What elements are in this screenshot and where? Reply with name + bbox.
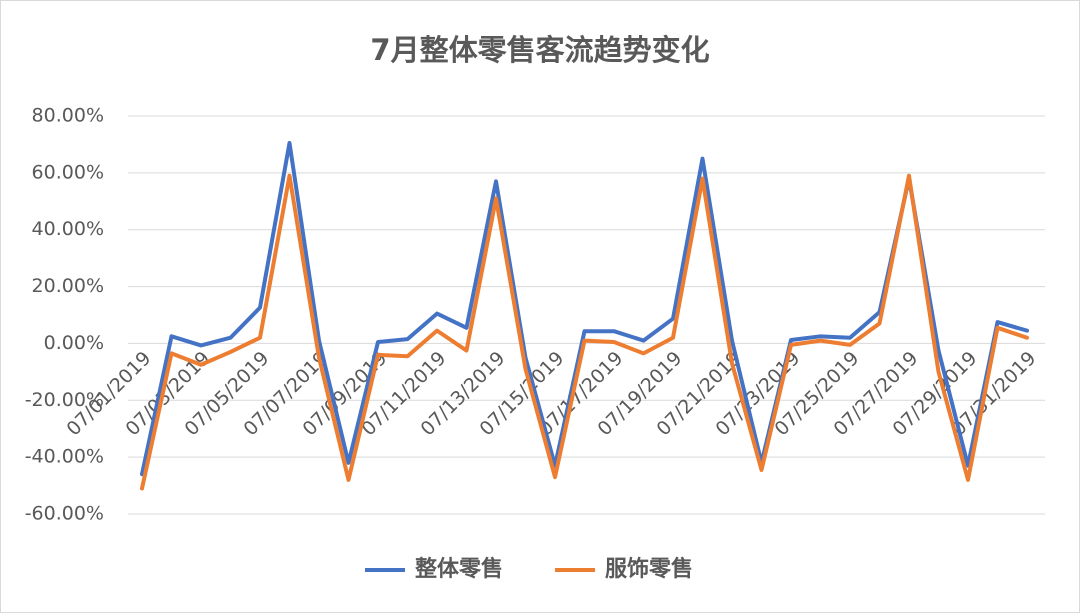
y-tick-label: -40.00% — [25, 446, 104, 468]
y-tick-label: -20.00% — [25, 389, 104, 411]
chart-title: 7月整体零售客流趋势变化 — [370, 33, 709, 67]
legend-label: 服饰零售 — [605, 556, 693, 582]
y-tick-label: 20.00% — [32, 275, 104, 297]
y-tick-label: -60.00% — [25, 503, 104, 525]
y-tick-label: 80.00% — [32, 105, 104, 127]
series-line — [140, 173, 1029, 491]
series-line — [140, 141, 1029, 477]
y-tick-label: 0.00% — [44, 332, 104, 354]
y-tick-label: 40.00% — [32, 218, 104, 240]
legend-label: 整体零售 — [415, 556, 503, 582]
y-tick-label: 60.00% — [32, 161, 104, 183]
